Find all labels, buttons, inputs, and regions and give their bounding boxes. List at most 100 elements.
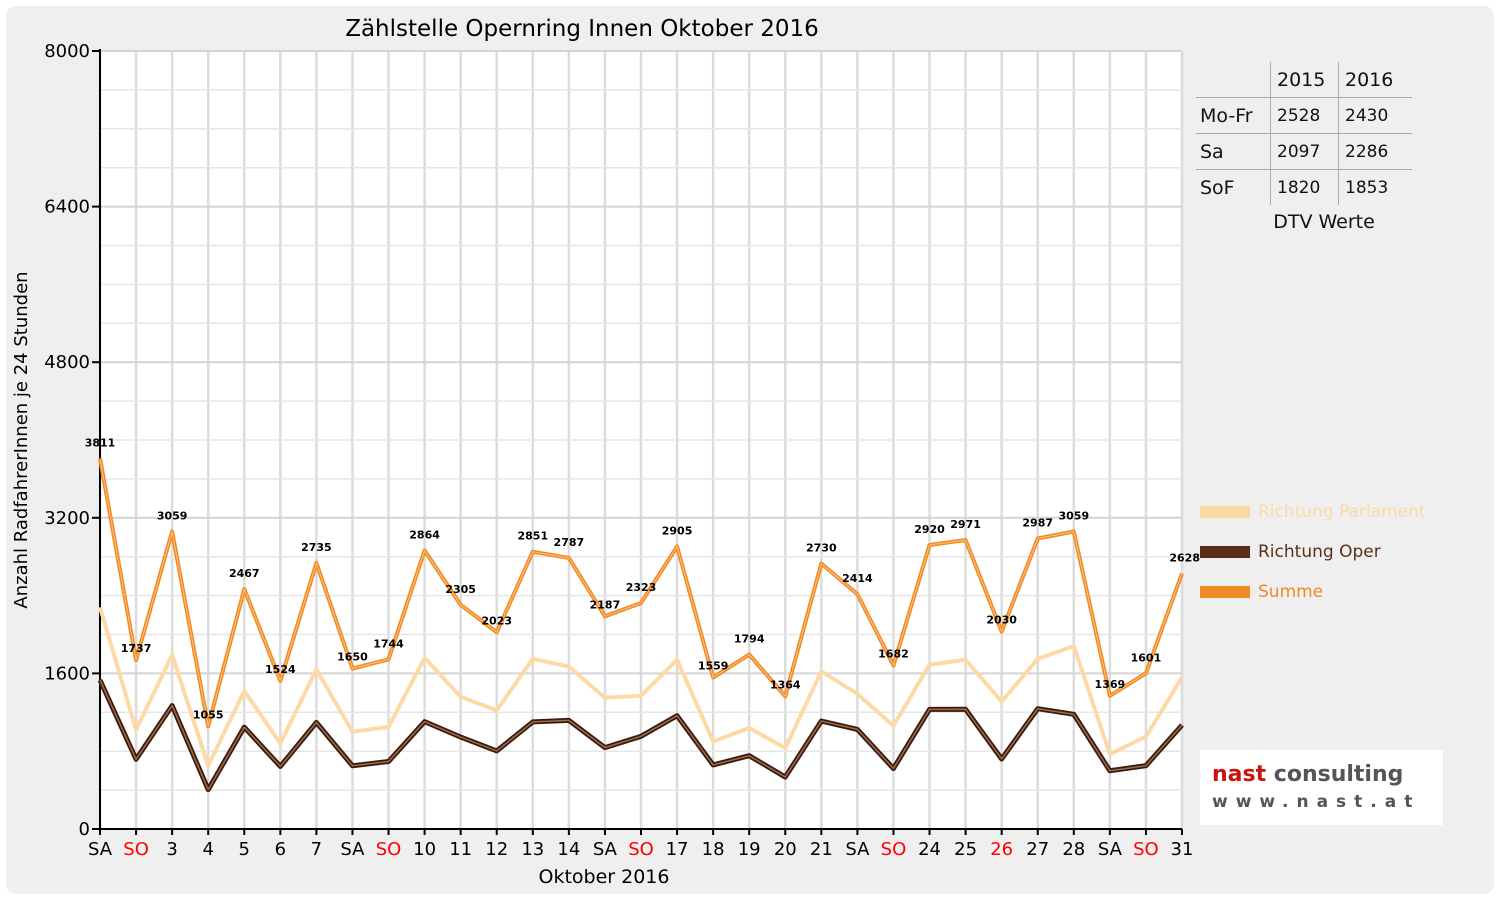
x-tick-label: 6 [275, 839, 286, 860]
logo-name: nast consulting [1212, 762, 1403, 787]
x-tick-label: SO [881, 839, 907, 860]
x-tick-label: SA [1098, 839, 1123, 860]
logo-url: www.nast.at [1212, 792, 1421, 812]
legend-item-summe: Summe [1200, 572, 1426, 612]
nast-consulting-logo: nast consulting www.nast.at [1200, 750, 1443, 825]
y-axis-label: Anzahl RadfahrerInnen je 24 Stunden [11, 271, 32, 608]
x-tick-label: SO [1133, 839, 1159, 860]
x-tick-label: 18 [702, 839, 725, 860]
dtv-value-2015: 2097 [1270, 134, 1338, 169]
dtv-caption: DTV Werte [1273, 211, 1375, 233]
series-line-parlament [98, 606, 1184, 768]
dtv-row-label: SoF [1200, 176, 1235, 199]
x-tick-label: 24 [918, 839, 941, 860]
data-label-summe: 1524 [265, 663, 296, 676]
x-tick-label: 28 [1062, 839, 1085, 860]
data-label-summe: 3059 [1058, 510, 1089, 523]
legend-item-oper: Richtung Oper [1200, 532, 1426, 572]
series-line-summe-highlight [99, 458, 1183, 727]
x-tick-label: 31 [1171, 839, 1194, 860]
dtv-row-label: Sa [1200, 140, 1224, 163]
x-tick-label: 10 [413, 839, 436, 860]
data-label-summe: 2023 [481, 614, 512, 627]
x-tick-label: 3 [166, 839, 177, 860]
x-tick-label: 13 [521, 839, 544, 860]
dtv-value-2016: 1853 [1338, 170, 1408, 205]
data-label-summe: 1369 [1095, 678, 1126, 691]
legend-label-parlament: Richtung Parlament [1258, 502, 1426, 522]
x-tick-label: 5 [239, 839, 250, 860]
dtv-value-2016: 2286 [1338, 134, 1408, 169]
x-tick-label: 4 [202, 839, 213, 860]
x-tick-label: 25 [954, 839, 977, 860]
x-axis-label: Oktober 2016 [539, 866, 670, 888]
y-tick-label: 8000 [44, 41, 90, 62]
legend-label-summe: Summe [1258, 582, 1324, 602]
data-label-summe: 2851 [517, 530, 548, 543]
x-tick-label: 26 [990, 839, 1013, 860]
x-tick-label: SA [88, 839, 113, 860]
legend-label-oper: Richtung Oper [1258, 542, 1381, 562]
legend-swatch-summe [1200, 586, 1250, 598]
dtv-value-2015: 1820 [1270, 170, 1338, 205]
x-tick-label: SA [845, 839, 870, 860]
x-tick-label: SO [376, 839, 402, 860]
dtv-row-mofr: Mo-Fr 2528 2430 [1196, 98, 1412, 134]
dtv-header-2016: 2016 [1338, 62, 1408, 97]
y-tick-label: 0 [79, 819, 90, 840]
legend-swatch-oper [1200, 546, 1250, 558]
dtv-row-sof: SoF 1820 1853 [1196, 170, 1412, 205]
x-tick-label: SA [593, 839, 618, 860]
data-label-summe: 3811 [85, 436, 116, 449]
logo-name-part2: consulting [1266, 762, 1404, 787]
x-tick-label: 14 [557, 839, 580, 860]
y-tick-label: 4800 [44, 352, 90, 373]
x-tick-label: SO [628, 839, 654, 860]
x-tick-label: 12 [485, 839, 508, 860]
x-tick-label: 27 [1026, 839, 1049, 860]
series-line-oper [99, 679, 1183, 791]
data-label-summe: 2920 [914, 523, 945, 536]
data-label-summe: 2187 [590, 598, 621, 611]
data-label-summe: 2987 [1022, 517, 1053, 530]
logo-name-part1: nast [1212, 762, 1267, 787]
x-tick-label: 17 [666, 839, 689, 860]
x-tick-label: SA [340, 839, 365, 860]
dtv-header-row: 2015 2016 [1196, 62, 1412, 98]
data-label-summe: 2905 [662, 524, 693, 537]
x-tick-label: 21 [810, 839, 833, 860]
x-tick-label: 19 [738, 839, 761, 860]
legend-swatch-parlament [1200, 506, 1250, 518]
legend: Richtung Parlament Richtung Oper Summe [1200, 492, 1426, 612]
dtv-value-2015: 2528 [1270, 98, 1338, 133]
dtv-table: 2015 2016 Mo-Fr 2528 2430 Sa 2097 2286 S… [1196, 62, 1412, 233]
data-label-summe: 2730 [806, 542, 837, 555]
data-label-summe: 1794 [734, 633, 765, 646]
data-label-summe: 1364 [770, 678, 801, 691]
x-tick-label: 7 [311, 839, 322, 860]
data-label-summe: 2305 [445, 583, 476, 596]
data-label-summe: 1601 [1131, 651, 1162, 664]
data-label-summe: 2467 [229, 567, 260, 580]
data-label-summe: 2030 [986, 614, 1017, 627]
data-label-summe: 2971 [950, 518, 981, 531]
data-label-summe: 2323 [626, 581, 657, 594]
data-label-summe: 1055 [193, 708, 224, 721]
dtv-row-sa: Sa 2097 2286 [1196, 134, 1412, 170]
x-tick-label: 20 [774, 839, 797, 860]
data-label-summe: 1650 [337, 651, 368, 664]
data-label-summe: 2628 [1169, 551, 1200, 564]
dtv-header-2015: 2015 [1270, 62, 1338, 97]
legend-item-parlament: Richtung Parlament [1200, 492, 1426, 532]
data-label-summe: 2864 [409, 528, 440, 541]
chart-title: Zählstelle Opernring Innen Oktober 2016 [345, 16, 819, 42]
y-tick-label: 3200 [44, 508, 90, 529]
dtv-value-2016: 2430 [1338, 98, 1408, 133]
data-label-summe: 1682 [878, 647, 909, 660]
data-label-summe: 3059 [157, 510, 188, 523]
data-label-summe: 2414 [842, 572, 873, 585]
y-tick-label: 6400 [44, 197, 90, 218]
x-tick-label: 11 [449, 839, 472, 860]
data-label-summe: 1744 [373, 637, 404, 650]
data-label-summe: 1559 [698, 659, 729, 672]
